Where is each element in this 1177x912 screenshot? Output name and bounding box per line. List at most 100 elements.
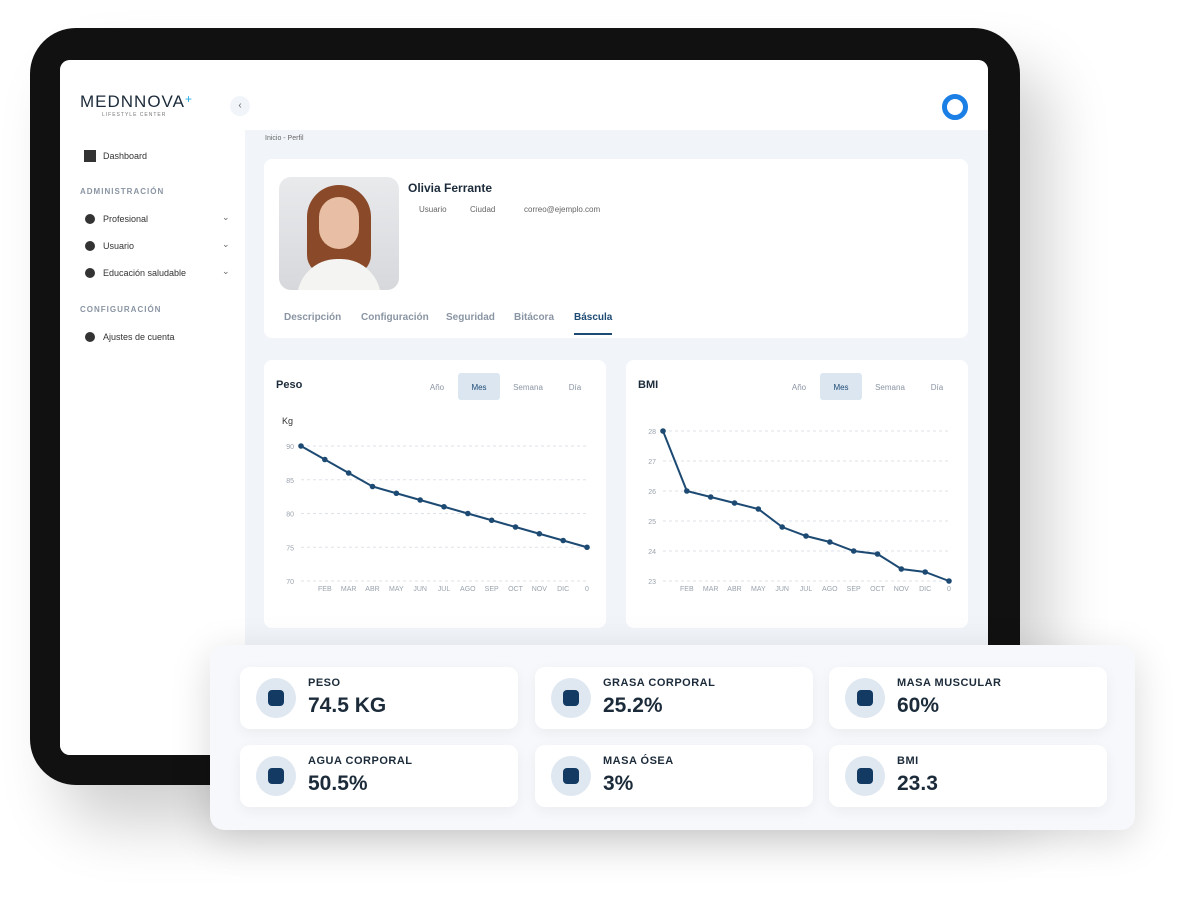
stat-value: 25.2% bbox=[603, 694, 663, 717]
point bbox=[298, 443, 304, 449]
x-tick-label: JUN bbox=[413, 586, 427, 593]
x-tick-label: MAR bbox=[703, 586, 719, 593]
brand-name: MEDNNOVA bbox=[80, 92, 185, 111]
period-button[interactable]: Año bbox=[430, 383, 445, 392]
nav-item[interactable]: Ajustes de cuenta bbox=[103, 332, 175, 342]
y-tick-label: 90 bbox=[286, 444, 294, 451]
period-button[interactable]: Día bbox=[931, 383, 944, 392]
icon bbox=[85, 241, 95, 251]
stat-icon bbox=[551, 678, 591, 718]
period-button[interactable]: Mes bbox=[471, 383, 486, 392]
period-button[interactable]: Día bbox=[569, 383, 582, 392]
stat-card: BMI 23.3 bbox=[829, 745, 1107, 807]
stat-value: 23.3 bbox=[897, 772, 938, 795]
y-tick-label: 28 bbox=[648, 429, 656, 436]
icon bbox=[84, 150, 96, 162]
x-tick-label: FEB bbox=[680, 586, 694, 593]
point bbox=[946, 578, 952, 584]
point bbox=[898, 566, 905, 572]
stat-card: GRASA CORPORAL 25.2% bbox=[535, 667, 813, 729]
point bbox=[584, 544, 590, 551]
point bbox=[512, 524, 519, 530]
stats-panel: PESO 74.5 KG GRASA CORPORAL 25.2% MASA MUSCU… bbox=[210, 645, 1135, 830]
chart-title: Peso bbox=[276, 379, 303, 391]
chart-title: BMI bbox=[638, 379, 658, 391]
point bbox=[660, 428, 666, 434]
stat-label: MASA MUSCULAR bbox=[897, 677, 1002, 689]
x-tick-label: AGO bbox=[822, 586, 838, 593]
x-tick-label: DIC bbox=[919, 586, 931, 593]
x-tick-label: FEB bbox=[318, 586, 332, 593]
period-button[interactable]: Semana bbox=[513, 383, 543, 392]
tab[interactable]: Bitácora bbox=[514, 312, 555, 323]
stat-value: 60% bbox=[897, 694, 940, 717]
breadcrumb: Inicio - Perfil bbox=[265, 135, 304, 142]
period-button-bg bbox=[458, 373, 500, 400]
nav-item[interactable]: Educación saludable bbox=[103, 268, 187, 278]
collapse-button[interactable]: ‹ bbox=[230, 96, 250, 116]
icon-glyph bbox=[268, 768, 284, 784]
x-tick-label: JUN bbox=[775, 586, 789, 593]
profile-card: Olivia Ferrante Usuario Ciudad correo@ej… bbox=[264, 159, 968, 338]
sidebar: MEDNNOVA+ LIFESTYLE CENTER Dashboard ADM… bbox=[60, 60, 245, 755]
icon bbox=[85, 332, 95, 342]
point bbox=[707, 494, 714, 500]
point bbox=[369, 483, 376, 490]
tab[interactable]: Báscula bbox=[574, 312, 613, 335]
stat-card: AGUA CORPORAL 50.5% bbox=[240, 745, 518, 807]
icon-glyph bbox=[268, 690, 284, 706]
top-bar: ‹ bbox=[230, 60, 988, 130]
icon-glyph bbox=[563, 768, 579, 784]
point bbox=[803, 533, 809, 539]
point bbox=[922, 569, 928, 575]
point bbox=[465, 510, 471, 517]
tab[interactable]: Descripción bbox=[284, 312, 342, 323]
chart: BMI Año Mes Semana Día 23 24 25 26 27 28 FEB MAR ABR M… bbox=[638, 373, 952, 593]
stat-icon bbox=[256, 756, 296, 796]
nav-item[interactable]: Usuario bbox=[103, 241, 135, 251]
y-tick-label: 70 bbox=[286, 579, 294, 586]
stat-icon bbox=[551, 756, 591, 796]
x-tick-label: NOV bbox=[894, 586, 910, 593]
point bbox=[322, 456, 328, 463]
y-tick-label: 80 bbox=[286, 512, 294, 519]
x-tick-label: JUL bbox=[800, 586, 813, 593]
period-button[interactable]: Mes bbox=[833, 383, 848, 392]
y-tick-label: 27 bbox=[648, 459, 656, 466]
point bbox=[684, 488, 690, 494]
stat-card: MASA ÓSEA 3% bbox=[535, 745, 813, 807]
icon-glyph bbox=[857, 768, 873, 784]
brand: MEDNNOVA+ bbox=[80, 92, 193, 112]
period-button[interactable]: Año bbox=[792, 383, 807, 392]
line bbox=[300, 445, 588, 549]
point bbox=[560, 537, 566, 544]
tab[interactable]: Seguridad bbox=[446, 312, 495, 323]
stat-label: AGUA CORPORAL bbox=[308, 755, 413, 767]
point bbox=[874, 551, 881, 557]
point bbox=[393, 490, 400, 497]
x-tick-label: OCT bbox=[508, 586, 524, 593]
stat-card: PESO 74.5 KG bbox=[240, 667, 518, 729]
point bbox=[441, 503, 447, 510]
chart-card: Peso Kg Año Mes Semana Día 70 75 80 85 90 FEB MAR ABR… bbox=[264, 360, 606, 628]
y-tick-label: 26 bbox=[648, 489, 656, 496]
point bbox=[731, 500, 738, 506]
stat-value: 50.5% bbox=[308, 772, 368, 795]
stat-icon bbox=[845, 678, 885, 718]
nav-item[interactable]: Dashboard bbox=[103, 151, 148, 161]
point bbox=[345, 470, 352, 476]
y-tick-label: 75 bbox=[286, 545, 294, 552]
point bbox=[827, 539, 833, 545]
y-tick-label: 23 bbox=[648, 579, 656, 586]
nav-item[interactable]: Profesional bbox=[103, 214, 149, 224]
period-button[interactable]: Semana bbox=[875, 383, 905, 392]
x-tick-label: MAR bbox=[341, 586, 357, 593]
icon bbox=[85, 214, 95, 224]
stat-label: GRASA CORPORAL bbox=[603, 677, 716, 689]
stat-value: 74.5 KG bbox=[308, 694, 387, 717]
stat-label: MASA ÓSEA bbox=[603, 755, 674, 767]
stat-label: PESO bbox=[308, 677, 341, 689]
tab[interactable]: Configuración bbox=[361, 312, 429, 323]
screen: MEDNNOVA+ LIFESTYLE CENTER Dashboard ADM… bbox=[60, 60, 988, 755]
